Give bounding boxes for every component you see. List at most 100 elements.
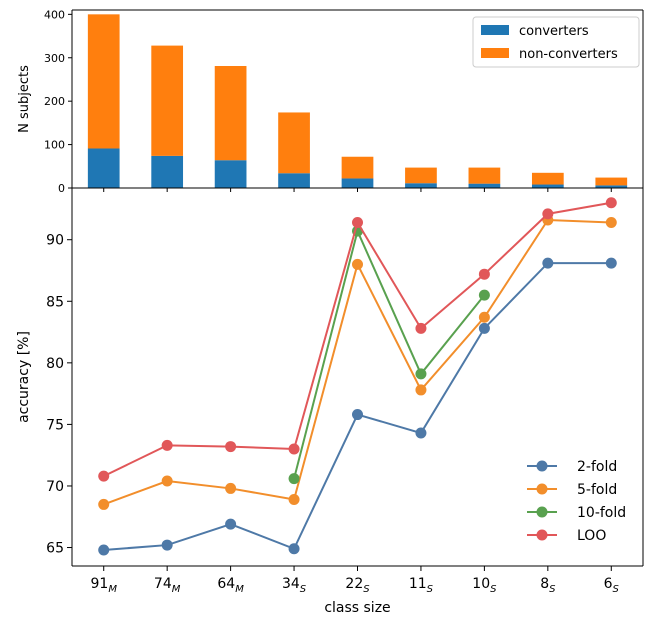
y-tick-label: 70 [46, 479, 64, 495]
legend-swatch [481, 25, 509, 35]
x-axis-label: class size [324, 600, 390, 616]
x-tick-subscript: S [363, 584, 370, 595]
bar-non-converters [468, 167, 501, 184]
x-tick-label: 91M [90, 576, 117, 595]
data-point [161, 539, 173, 551]
bar-converters [531, 184, 564, 188]
x-tick-value: 22 [345, 576, 363, 592]
x-tick-subscript: M [235, 584, 244, 595]
x-tick-label: 64M [217, 576, 244, 595]
legend-marker [536, 529, 548, 541]
legend-label: LOO [577, 528, 606, 544]
y-tick-label: 200 [44, 95, 65, 108]
bar-non-converters [595, 177, 628, 186]
bar-non-converters [531, 172, 564, 185]
data-point [161, 475, 173, 487]
data-point [225, 482, 237, 494]
bar-non-converters [214, 66, 247, 161]
data-point [415, 322, 427, 334]
data-point [605, 197, 617, 209]
data-point [288, 543, 300, 555]
x-tick-label: 74M [154, 576, 181, 595]
bar-converters [405, 183, 437, 188]
legend-box [472, 16, 640, 68]
data-point [605, 257, 617, 269]
bar-non-converters [151, 45, 184, 156]
x-tick-label: 6S [604, 576, 620, 595]
x-tick-subscript: S [549, 584, 556, 595]
x-tick-subscript: M [172, 584, 181, 595]
data-point [352, 409, 363, 421]
bar-non-converters [87, 14, 120, 149]
x-tick-subscript: S [613, 584, 620, 595]
y-tick-label: 65 [46, 541, 64, 557]
y-tick-label: 300 [44, 52, 65, 65]
x-tick-label: 22S [345, 576, 370, 595]
data-point [478, 311, 490, 323]
x-tick-label: 8S [540, 576, 556, 595]
bar-non-converters [278, 112, 310, 174]
legend-label: non-converters [519, 47, 618, 62]
legend-label: 2-fold [577, 459, 617, 475]
series-line [103, 262, 612, 551]
x-tick-value: 6 [604, 576, 613, 592]
bar-converters [151, 155, 184, 188]
data-point [288, 473, 300, 485]
data-point [542, 208, 554, 220]
x-tick-label: 10S [472, 576, 497, 595]
x-tick-label: 11S [409, 576, 434, 595]
data-point [542, 257, 554, 269]
data-point [98, 470, 110, 482]
x-tick-subscript: S [490, 584, 497, 595]
data-point [225, 441, 237, 453]
y-axis-label: accuracy [%] [16, 331, 32, 423]
x-tick-value: 91 [90, 576, 108, 592]
data-point [478, 289, 490, 301]
bar-non-converters [405, 167, 437, 184]
data-point [478, 322, 490, 334]
bar-converters [468, 183, 501, 188]
bar-chart: 0 100 200 300 400 N subjects converters non-con… [17, 8, 644, 195]
bar-converters [595, 185, 628, 188]
legend-label: 10-fold [577, 505, 626, 521]
x-tick-subscript: S [300, 584, 307, 595]
y-tick-label: 90 [46, 233, 64, 249]
legend-marker [536, 460, 548, 472]
data-point [288, 494, 300, 506]
data-point [352, 258, 363, 270]
legend-label: 5-fold [577, 482, 617, 498]
data-point [98, 544, 110, 556]
y-tick-label: 0 [58, 182, 65, 195]
data-point [478, 268, 490, 280]
data-point [415, 427, 427, 439]
series-line [293, 228, 486, 479]
data-point [288, 443, 300, 455]
x-tick-value: 34 [282, 576, 300, 592]
y-axis-label: N subjects [17, 65, 32, 133]
x-tick-subscript: M [108, 584, 117, 595]
y-tick-label: 75 [46, 417, 64, 433]
y-tick-label: 85 [46, 294, 64, 310]
bar-non-converters [341, 156, 374, 179]
y-tick-label: 100 [44, 139, 65, 152]
x-tick-value: 74 [154, 576, 172, 592]
data-point [225, 518, 237, 530]
bar-converters [341, 178, 374, 188]
legend-marker [536, 506, 548, 518]
data-point [415, 384, 427, 396]
y-tick-label: 400 [44, 8, 65, 21]
legend-swatch [481, 48, 509, 58]
data-point [605, 216, 617, 228]
bar-converters [87, 148, 120, 188]
legend-label: converters [519, 24, 589, 39]
y-tick-label: 80 [46, 356, 64, 372]
x-tick-value: 11 [409, 576, 427, 592]
x-tick-value: 10 [472, 576, 490, 592]
x-tick-value: 64 [217, 576, 235, 592]
legend-marker [536, 483, 548, 495]
data-point [352, 216, 363, 228]
data-point [98, 498, 110, 510]
x-tick-label: 34S [282, 576, 307, 595]
